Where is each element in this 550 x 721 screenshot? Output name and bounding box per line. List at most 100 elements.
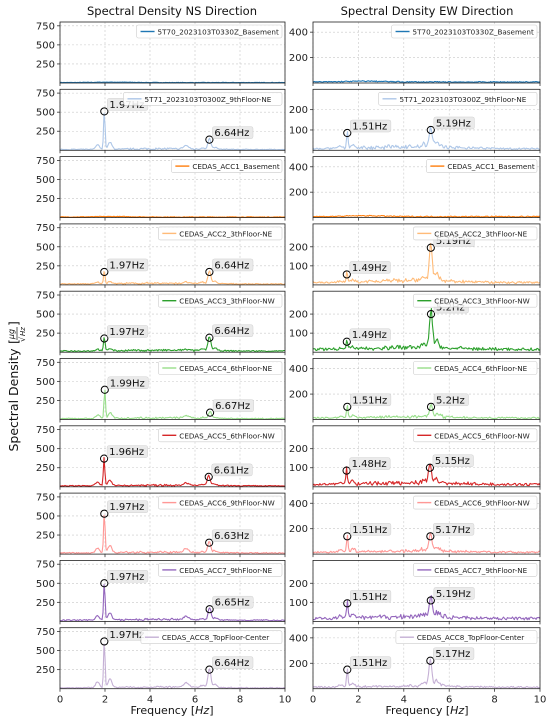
legend-box xyxy=(395,630,538,645)
peak-label: 5.2Hz xyxy=(436,303,465,314)
panel-1-7: 200 400 1.51Hz 5.17Hz CEDAS_ACC6_9thFloor-NW xyxy=(289,492,541,558)
panel-frame xyxy=(59,156,286,219)
legend-label: CEDAS_ACC1_Basement xyxy=(447,162,535,171)
peak-marker xyxy=(204,472,213,481)
y-tick-label: 100 xyxy=(289,598,308,609)
peak-label-box xyxy=(212,126,254,139)
panel-0-5: 250 500 750 1.99Hz 6.67Hz CEDAS_ACC4_6thFloor… xyxy=(36,358,286,423)
y-tick-label: 400 xyxy=(289,162,308,173)
peak-label: 5.19Hz xyxy=(436,236,471,247)
peak-label: 6.64Hz xyxy=(214,658,249,669)
x-tick-label: 0 xyxy=(310,695,316,706)
peak-label: 6.67Hz xyxy=(215,401,250,412)
y-tick-label: 750 xyxy=(36,21,55,32)
peak-label: 1.51Hz xyxy=(352,395,387,406)
y-tick-label: 250 xyxy=(36,329,55,340)
peak-label-box xyxy=(212,258,254,272)
peak-marker xyxy=(343,402,352,411)
peak-label-box xyxy=(349,457,391,470)
y-tick-label: 750 xyxy=(36,358,55,369)
peak-label-box xyxy=(433,523,475,536)
x-tick-label: 8 xyxy=(491,695,497,706)
series-line xyxy=(312,404,541,420)
legend-label: CEDAS_ACC3_3thFloor-NW xyxy=(434,297,529,306)
series-line xyxy=(59,643,286,689)
legend-box xyxy=(412,361,538,375)
panel-frame xyxy=(312,156,541,219)
svg-text:Frequency [Hz]: Frequency [Hz] xyxy=(131,704,214,717)
y-tick-label: 400 xyxy=(289,633,308,644)
legend-label: CEDAS_ACC1_Basement xyxy=(192,162,280,171)
peak-label: 1.51Hz xyxy=(352,658,387,669)
legend-box xyxy=(412,293,538,308)
panel-0-6: 250 500 750 1.96Hz 6.61Hz CEDAS_ACC5_6thFloor… xyxy=(36,425,286,490)
x-tick-label: 6 xyxy=(446,695,452,706)
y-tick-label: 200 xyxy=(289,105,308,116)
column-title-ns: Spectral Density NS Direction xyxy=(87,4,257,18)
legend-box xyxy=(158,428,283,443)
peak-label: 5.19Hz xyxy=(436,589,471,600)
peak-label-box xyxy=(107,570,149,583)
y-label-unit-denominator: Hz xyxy=(19,327,27,336)
legend-box xyxy=(412,495,538,510)
x-label-text: Frequency [ xyxy=(386,704,451,717)
y-tick-label: 200 xyxy=(289,444,308,455)
legend-label: CEDAS_ACC5_6thFloor-NW xyxy=(434,431,529,440)
y-label-sqrt-sign: √ xyxy=(18,336,27,342)
panel-0-0: 250 500 750 5T70_2023103T0330Z_Basement xyxy=(36,21,286,86)
peak-marker xyxy=(100,385,109,394)
peak-label: 1.97Hz xyxy=(109,572,144,583)
peak-label: 6.64Hz xyxy=(214,260,249,271)
series-line xyxy=(60,584,286,622)
peak-label-box xyxy=(350,656,392,669)
panel-0-8: 250 500 750 1.97Hz 6.65Hz CEDAS_ACC7_9thFloor… xyxy=(36,560,286,625)
x-label-unit: Hz xyxy=(450,704,464,717)
peak-marker xyxy=(343,128,352,138)
y-tick-label: 500 xyxy=(36,242,55,253)
panel-frame xyxy=(312,560,541,622)
y-tick-label: 100 xyxy=(289,463,308,474)
legend-label: CEDAS_ACC6_9thFloor-NW xyxy=(179,499,274,508)
x-label-unit: Hz xyxy=(195,704,209,717)
peak-label: 6.61Hz xyxy=(214,465,249,476)
peak-label: 5.2Hz xyxy=(436,395,465,406)
legend-box xyxy=(123,92,283,106)
panel-frame xyxy=(312,492,541,555)
peak-marker xyxy=(342,337,351,346)
peak-label-box xyxy=(106,445,148,458)
figure-y-label: Spectral Density [ μg √ Hz ] xyxy=(6,321,27,451)
y-tick-label: 200 xyxy=(289,579,308,590)
peak-marker xyxy=(426,596,435,605)
y-tick-label: 400 xyxy=(289,364,308,375)
y-label-unit-open: [ xyxy=(6,339,21,344)
legend-box xyxy=(140,630,283,645)
panel-0-9: 250 500 750 0 2 4 6 8 10 1.97Hz 6.64Hz CEDAS_ACC8_T… xyxy=(36,627,291,706)
legend-box xyxy=(391,24,538,39)
peak-marker xyxy=(426,309,436,319)
y-tick-label: 250 xyxy=(36,463,55,474)
peak-marker xyxy=(205,267,214,277)
y-tick-label: 250 xyxy=(36,59,55,70)
legend-box xyxy=(158,495,283,510)
panel-frame xyxy=(59,88,286,151)
peak-marker xyxy=(205,605,214,614)
panel-frame xyxy=(59,21,286,84)
peak-label-box xyxy=(350,590,392,603)
peak-label: 1.51Hz xyxy=(352,122,387,133)
panel-0-7: 250 500 750 1.97Hz 6.63Hz CEDAS_ACC6_9thFloor… xyxy=(36,492,286,558)
legend-label: CEDAS_ACC4_6thFloor-NE xyxy=(434,364,527,373)
panel-frame xyxy=(312,627,541,690)
y-tick-label: 500 xyxy=(36,175,55,186)
y-tick-label: 250 xyxy=(36,127,55,138)
peak-marker xyxy=(100,579,109,588)
y-tick-label: 500 xyxy=(36,310,55,321)
peak-marker xyxy=(205,665,214,674)
peak-label: 5.15Hz xyxy=(435,456,470,467)
legend-label: CEDAS_ACC8_TopFloor-Center xyxy=(162,633,269,642)
x-tick-label: 10 xyxy=(534,695,547,706)
peak-marker xyxy=(426,656,435,665)
peak-marker xyxy=(343,599,352,608)
y-tick-label: 100 xyxy=(289,329,308,340)
